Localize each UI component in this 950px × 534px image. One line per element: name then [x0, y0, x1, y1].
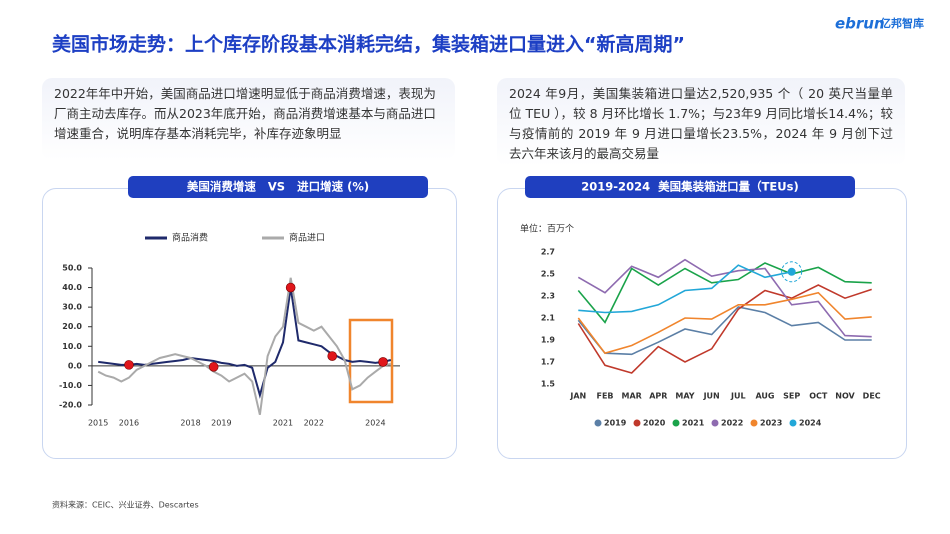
chart-title: 2019-2024 美国集装箱进口量（TEUs) — [581, 180, 798, 194]
legend-label: 商品进口 — [289, 232, 325, 244]
y-tick-label: 0.0 — [68, 361, 83, 370]
x-tick-label: 2015 — [88, 419, 108, 428]
y-tick-label: 2.1 — [541, 314, 556, 323]
chart-title: 美国消费增速 VS 进口增速 (%) — [187, 180, 369, 194]
title-pill — [525, 176, 855, 198]
title-pill — [128, 176, 428, 198]
series-line — [578, 264, 792, 314]
y-tick-label: 1.5 — [541, 380, 556, 389]
x-tick-label: DEC — [863, 392, 881, 401]
y-tick-label: 1.9 — [541, 336, 556, 345]
series-line — [577, 291, 872, 355]
logo-latin: ebrun — [835, 15, 885, 33]
y-tick-label: -20.0 — [59, 401, 82, 410]
y-tick-label: 30.0 — [62, 303, 82, 312]
y-axis-label: 单位：百万个 — [520, 223, 574, 235]
x-tick-label: MAY — [675, 392, 694, 401]
legend-swatch — [750, 419, 758, 427]
note-left: 2022年年中开始，美国商品进口增速明显低于商品消费增速，表现为厂商主动去库存。… — [42, 78, 455, 160]
x-tick-label: OCT — [809, 392, 828, 401]
highlight-dot — [787, 267, 796, 276]
highlight-ring — [781, 261, 803, 283]
series-line — [98, 287, 392, 399]
x-tick-label: JUL — [730, 392, 746, 401]
x-tick-label: APR — [649, 392, 667, 401]
marker — [285, 282, 296, 293]
marker — [327, 351, 338, 361]
y-tick-label: 40.0 — [62, 283, 82, 292]
legend-swatch — [711, 419, 719, 427]
series-line — [97, 277, 392, 416]
marker — [208, 362, 219, 372]
page-title: 美国市场走势：上个库存阶段基本消耗完结，集装箱进口量进入“新高周期” — [52, 33, 685, 56]
legend-label: 2024 — [799, 419, 822, 428]
x-tick-label: 2016 — [119, 419, 139, 428]
y-tick-label: 10.0 — [62, 342, 82, 351]
x-tick-label: MAR — [622, 392, 642, 401]
series-line — [577, 284, 872, 374]
x-tick-label: JAN — [569, 392, 586, 401]
legend-swatch — [594, 419, 602, 427]
x-tick-label: 2022 — [304, 419, 324, 428]
x-tick-label: 2019 — [211, 419, 231, 428]
legend-label: 商品消费 — [172, 232, 208, 244]
series-line — [577, 258, 872, 338]
legend-swatch — [672, 419, 680, 427]
x-tick-label: 2018 — [180, 419, 200, 428]
y-tick-label: 20.0 — [62, 322, 82, 331]
x-tick-label: AUG — [755, 392, 774, 401]
marker — [378, 357, 388, 367]
y-tick-label: -10.0 — [59, 381, 82, 390]
legend-label: 2019 — [604, 419, 627, 428]
legend-label: 2023 — [760, 419, 782, 428]
legend-swatch — [789, 419, 797, 427]
y-tick-label: 2.3 — [541, 292, 555, 301]
y-tick-label: 1.7 — [541, 358, 555, 367]
logo-cn: 亿邦智库 — [880, 16, 924, 30]
x-tick-label: SEP — [783, 392, 800, 401]
x-tick-label: NOV — [835, 392, 855, 401]
legend-label: 2022 — [721, 419, 743, 428]
y-tick-label: 2.5 — [541, 270, 556, 279]
series-line — [577, 306, 872, 356]
x-tick-label: FEB — [596, 392, 613, 401]
legend-label: 2021 — [682, 419, 705, 428]
marker — [124, 360, 134, 370]
x-tick-label: JUN — [703, 392, 720, 401]
y-tick-label: 2.7 — [541, 248, 555, 257]
legend-label: 2020 — [643, 419, 666, 428]
legend-swatch — [633, 419, 641, 427]
source: 资料来源：CEIC、兴业证券、Descartes — [52, 500, 199, 510]
x-tick-label: 2024 — [365, 419, 385, 428]
x-tick-label: 2021 — [273, 419, 293, 428]
note-right: 2024 年9月，美国集装箱进口量达2,520,935 个（ 20 英尺当量单位… — [497, 78, 905, 166]
series-line — [577, 262, 872, 324]
y-tick-label: 50.0 — [62, 264, 82, 273]
